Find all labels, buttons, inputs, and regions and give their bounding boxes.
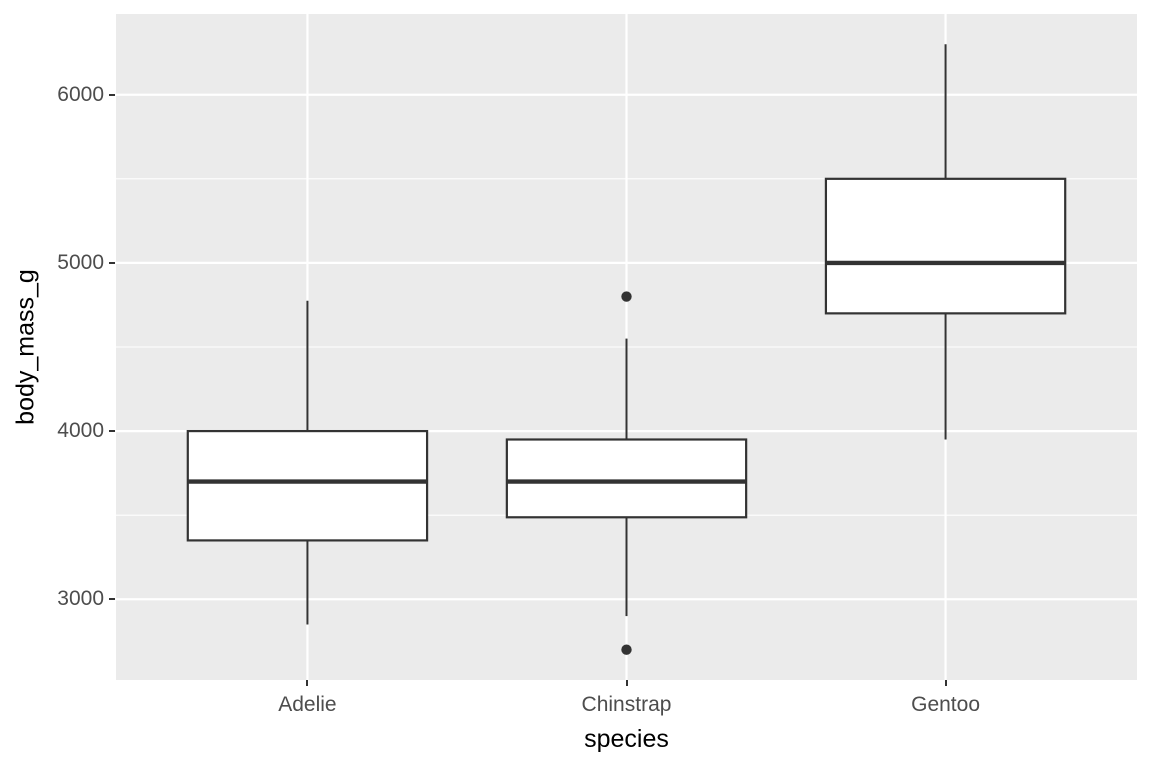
boxplot-canvas [116,14,1137,680]
x-tick-mark [944,680,947,686]
y-tick-label: 4000 [57,419,104,443]
y-tick-mark [109,93,115,96]
x-tick-label-adelie: Adelie [278,693,337,716]
x-tick-mark [625,680,628,686]
x-tick-mark [306,680,309,686]
outlier-point [621,291,632,302]
y-tick-mark [109,261,115,264]
y-tick-label: 6000 [57,82,104,106]
plot-panel [116,14,1137,680]
box-iqr [824,177,1067,315]
box-iqr [505,438,748,519]
y-tick-label: 3000 [57,587,104,611]
box-iqr [186,429,429,542]
y-tick-label: 5000 [57,250,104,274]
x-tick-label-chinstrap: Chinstrap [581,693,672,716]
outlier-point [621,644,632,655]
y-tick-mark [109,598,115,601]
x-axis-title: species [584,725,669,753]
y-tick-mark [109,430,115,433]
y-axis-title: body_mass_g [11,269,40,425]
x-tick-label-gentoo: Gentoo [911,693,980,716]
